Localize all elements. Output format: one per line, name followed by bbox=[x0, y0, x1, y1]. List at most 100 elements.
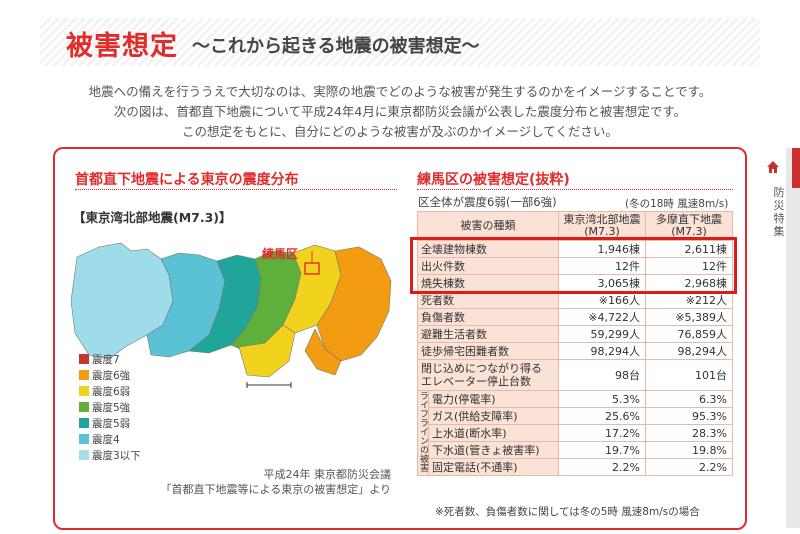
map-legend: 震度7 震度6強 震度6弱 震度5強 震度5弱 震度4 震度3以下 bbox=[79, 351, 141, 463]
cell-value: 28.3% bbox=[645, 424, 733, 442]
cell-value: ※4,722人 bbox=[558, 308, 646, 326]
map-source: 平成24年 東京都防災会議 「首都直下地震等による東京の被害想定」より bbox=[55, 467, 391, 497]
legend-item: 震度3以下 bbox=[79, 447, 141, 463]
legend-swatch bbox=[79, 434, 89, 444]
column-header: 東京湾北部地震 (M7.3) bbox=[558, 211, 646, 241]
seismic-intensity-map bbox=[70, 242, 392, 388]
table-row: 固定電話(不通率) 2.2% 2.2% bbox=[418, 458, 733, 476]
cell-value: 101台 bbox=[645, 359, 733, 391]
source-line: 「首都直下地震等による東京の被害想定」より bbox=[160, 483, 391, 496]
legend-label: 震度6強 bbox=[92, 369, 131, 382]
table-row: ガス(供給支障率) 25.6% 95.3% bbox=[418, 407, 733, 425]
column-header: 被害の種類 bbox=[417, 211, 559, 241]
legend-swatch bbox=[79, 386, 89, 396]
house-icon bbox=[767, 161, 779, 173]
source-line: 平成24年 東京都防災会議 bbox=[263, 468, 392, 481]
cell-value: 2,611棟 bbox=[645, 240, 733, 258]
side-tab-band bbox=[786, 148, 800, 528]
left-panel-title: 首都直下地震による東京の震度分布 bbox=[75, 172, 299, 188]
table-row: 上水道(断水率) 17.2% 28.3% bbox=[418, 424, 733, 442]
legend-swatch bbox=[79, 354, 89, 364]
cell-value: 2.2% bbox=[558, 458, 646, 476]
legend-swatch bbox=[79, 418, 89, 428]
quake-name: 【東京湾北部地震(M7.3)】 bbox=[73, 210, 232, 225]
right-panel-title: 練馬区の被害想定(抜粋) bbox=[417, 172, 570, 188]
row-label: 徒歩帰宅困難者数 bbox=[417, 342, 559, 360]
cell-value: ※5,389人 bbox=[645, 308, 733, 326]
cell-value: 59,299人 bbox=[558, 325, 646, 343]
legend-item: 震度5弱 bbox=[79, 415, 141, 431]
cell-value: 76,859人 bbox=[645, 325, 733, 343]
row-label: 負傷者数 bbox=[417, 308, 559, 326]
highlight-box bbox=[410, 237, 737, 294]
lifeline-group-label: ライフラインの被害 bbox=[417, 390, 429, 476]
cell-value: ※166人 bbox=[558, 291, 646, 309]
table-row: 徒歩帰宅困難者数 98,294人 98,294人 bbox=[417, 342, 733, 360]
cell-value: ※212人 bbox=[645, 291, 733, 309]
damage-table: 被害の種類 東京湾北部地震 (M7.3) 多摩直下地震 (M7.3) 全壊建物棟… bbox=[417, 211, 733, 476]
table-row: 出火件数 12件 12件 bbox=[417, 257, 733, 275]
intro-line: 地震への備えを行ううえで大切なのは、実際の地震でどのような被害が発生するのかをイ… bbox=[88, 84, 712, 99]
legend-label: 震度7 bbox=[92, 353, 120, 366]
cell-value: 25.6% bbox=[558, 407, 646, 425]
legend-label: 震度4 bbox=[92, 433, 120, 446]
side-tab-label: 防災特集 bbox=[773, 186, 785, 238]
legend-item: 震度6強 bbox=[79, 367, 141, 383]
table-row: 焼失棟数 3,065棟 2,968棟 bbox=[417, 274, 733, 292]
cell-value: 5.3% bbox=[558, 390, 646, 408]
cell-value: 3,065棟 bbox=[558, 274, 646, 292]
lifeline-title: ライフラインの被害 bbox=[418, 391, 428, 472]
cell-value: 98台 bbox=[558, 359, 646, 391]
table-footnote: ※死者数、負傷者数に関しては冬の5時 風速8m/sの場合 bbox=[435, 506, 700, 518]
map-label-nerima: 練馬区 bbox=[262, 247, 299, 261]
table-row: ライフラインの被害 電力(停電率) 5.3% 6.3% bbox=[417, 390, 733, 476]
divider bbox=[417, 189, 733, 191]
row-label: 上水道(断水率) bbox=[428, 424, 559, 442]
row-label: 固定電話(不通率) bbox=[428, 458, 559, 476]
cell-value: 19.7% bbox=[558, 441, 646, 459]
table-row: 避難生活者数 59,299人 76,859人 bbox=[417, 325, 733, 343]
intro-text: 地震への備えを行ううえで大切なのは、実際の地震でどのような被害が発生するのかをイ… bbox=[0, 82, 800, 142]
intro-line: この想定をもとに、自分にどのような被害が及ぶのかイメージしてください。 bbox=[182, 124, 618, 139]
cell-value: 2.2% bbox=[645, 458, 733, 476]
row-label: 閉じ込めにつながり得る エレベーター停止台数 bbox=[417, 359, 559, 391]
cell-value: 95.3% bbox=[645, 407, 733, 425]
legend-item: 震度5強 bbox=[79, 399, 141, 415]
row-label: 避難生活者数 bbox=[417, 325, 559, 343]
row-label: 電力(停電率) bbox=[428, 390, 559, 408]
legend-swatch bbox=[79, 450, 89, 460]
cell-value: 19.8% bbox=[645, 441, 733, 459]
table-row: 全壊建物棟数 1,946棟 2,611棟 bbox=[417, 240, 733, 258]
side-tab[interactable] bbox=[772, 148, 800, 528]
row-label: 死者数 bbox=[417, 291, 559, 309]
page-title: 被害想定 bbox=[66, 31, 178, 62]
intro-line: 次の図は、首都直下地震について平成24年4月に東京都防災会議が公表した震度分布と… bbox=[113, 104, 687, 119]
table-row: 負傷者数 ※4,722人 ※5,389人 bbox=[417, 308, 733, 326]
divider bbox=[75, 189, 397, 191]
cell-value: 6.3% bbox=[645, 390, 733, 408]
legend-item: 震度6弱 bbox=[79, 383, 141, 399]
legend-label: 震度6弱 bbox=[92, 385, 131, 398]
row-label: 下水道(管きょ被害率) bbox=[428, 441, 559, 459]
row-label: ガス(供給支障率) bbox=[428, 407, 559, 425]
table-row: 死者数 ※166人 ※212人 bbox=[417, 291, 733, 309]
intensity-context: 区全体が震度6弱(一部6強) bbox=[418, 195, 557, 209]
cell-value: 98,294人 bbox=[558, 342, 646, 360]
row-label: 全壊建物棟数 bbox=[417, 240, 559, 258]
page-subtitle: 〜これから起きる地震の被害想定〜 bbox=[192, 36, 480, 57]
table-row: 閉じ込めにつながり得る エレベーター停止台数 98台 101台 bbox=[417, 359, 733, 391]
column-header: 多摩直下地震 (M7.3) bbox=[645, 211, 733, 241]
cell-value: 98,294人 bbox=[645, 342, 733, 360]
row-label: 出火件数 bbox=[417, 257, 559, 275]
legend-label: 震度3以下 bbox=[92, 449, 141, 462]
row-label: 焼失棟数 bbox=[417, 274, 559, 292]
section-header: 被害想定 〜これから起きる地震の被害想定〜 bbox=[40, 18, 760, 66]
cell-value: 17.2% bbox=[558, 424, 646, 442]
legend-item: 震度4 bbox=[79, 431, 141, 447]
legend-item: 震度7 bbox=[79, 351, 141, 367]
content-panel: 首都直下地震による東京の震度分布 【東京湾北部地震(M7.3)】 練馬区 震度7… bbox=[53, 147, 747, 530]
header-background bbox=[40, 18, 760, 66]
legend-swatch bbox=[79, 370, 89, 380]
side-tab-marker bbox=[792, 148, 800, 188]
table-row: 下水道(管きょ被害率) 19.7% 19.8% bbox=[418, 441, 733, 459]
